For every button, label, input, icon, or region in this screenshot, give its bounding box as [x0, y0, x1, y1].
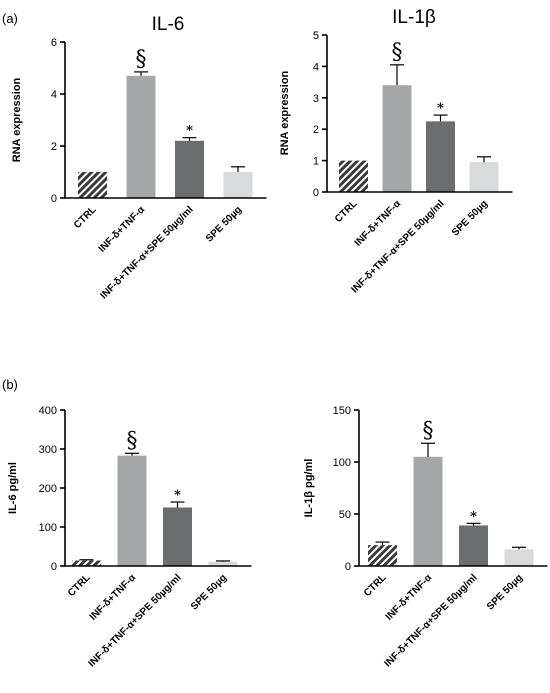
x-category-label: CTRL: [333, 198, 360, 225]
error-bar-1: [375, 541, 390, 546]
x-category-label: CTRL: [362, 572, 389, 599]
error-bar-3: [170, 501, 185, 508]
bar-4: [208, 561, 238, 566]
y-tick-label: 150: [333, 405, 351, 417]
y-axis-label: RNA expression: [11, 77, 23, 162]
significance-section-mark: §: [423, 418, 434, 443]
error-bar-4: [231, 166, 245, 172]
error-bar-2: [421, 442, 435, 457]
bar-1: [339, 160, 368, 192]
significance-section-mark: §: [136, 47, 147, 72]
x-category-label: INF-δ+TNF-α+SPE 50µg/ml: [383, 572, 480, 669]
significance-section-mark: §: [127, 428, 138, 453]
bar-4: [469, 162, 499, 192]
panel-label-b: (b): [2, 377, 18, 392]
error-bar-4: [216, 560, 230, 562]
bar-4: [504, 549, 534, 566]
x-category-label: INF-δ+TNF-α: [97, 204, 148, 255]
y-tick-label: 1: [313, 156, 319, 168]
bar-2: [126, 75, 156, 198]
bar-1: [72, 560, 101, 566]
chart-il6-rna: IL-6 RNA expression § * 0 2 4 6 CTRLINF-δ+TNF-αI…: [11, 14, 267, 301]
significance-asterisk: *: [186, 124, 193, 139]
x-category-label: SPE 50µg: [485, 572, 525, 612]
y-tick-label: 100: [333, 457, 351, 469]
error-bar-4: [477, 156, 491, 163]
error-bar-1: [79, 559, 94, 561]
y-tick-label: 2: [313, 124, 319, 136]
y-tick-label: 100: [39, 522, 57, 534]
bar-3: [163, 507, 192, 566]
y-tick-label: 0: [51, 193, 57, 205]
x-category-label: INF-δ+TNF-α: [88, 572, 139, 623]
y-tick-label: 300: [39, 444, 57, 456]
x-category-label: INF-δ+TNF-α+SPE 50µg/ml: [87, 572, 184, 669]
significance-asterisk: *: [437, 101, 444, 116]
error-bar-3: [466, 522, 481, 526]
chart-title: IL-6: [152, 14, 185, 35]
y-tick-label: 0: [51, 561, 57, 573]
y-axis-label: IL-1β pg/ml: [303, 459, 315, 518]
bar-2: [117, 455, 147, 566]
chart-title: IL-1β: [392, 7, 436, 28]
bar-4: [223, 172, 253, 198]
significance-asterisk: *: [470, 509, 477, 524]
chart-il6-protein: IL-6 pg/ml § * 0 100 200 300 400 CTRLINF-δ+TNF-α…: [7, 405, 252, 669]
x-category-label: INF-δ+TNF-α+SPE 50µg/ml: [350, 198, 447, 295]
y-axis-label: RNA expression: [279, 70, 291, 155]
error-bar-3: [182, 137, 197, 141]
chart-il1b-rna: IL-1β RNA expression § * 0 1 2 3 4 5 CTRLINF-δ+TNF…: [279, 7, 513, 295]
error-bar-2: [134, 71, 148, 76]
significance-asterisk: *: [174, 488, 181, 503]
y-tick-label: 4: [51, 89, 57, 101]
x-category-label: SPE 50µg: [189, 572, 229, 612]
chart-il1b-protein: IL-1β pg/ml § * 0 50 100 150 CTRLINF-δ+TNF-αINF…: [303, 405, 548, 669]
x-category-label: INF-δ+TNF-α+SPE 50µg/ml: [99, 204, 196, 301]
y-tick-label: 5: [313, 30, 319, 42]
x-category-label: SPE 50µg: [450, 198, 490, 238]
y-tick-label: 0: [345, 561, 351, 573]
error-bar-2: [390, 64, 404, 86]
significance-section-mark: §: [392, 40, 403, 65]
y-tick-label: 6: [51, 37, 57, 49]
y-tick-label: 50: [339, 509, 351, 521]
y-tick-label: 200: [39, 483, 57, 495]
bar-3: [175, 140, 204, 198]
error-bar-2: [125, 452, 139, 456]
bar-3: [459, 525, 488, 566]
x-category-label: CTRL: [66, 572, 93, 599]
bar-2: [413, 456, 443, 566]
error-bar-4: [512, 546, 526, 550]
x-category-label: CTRL: [72, 204, 99, 231]
bar-3: [426, 121, 455, 192]
y-tick-label: 2: [51, 141, 57, 153]
y-tick-label: 0: [313, 187, 319, 199]
y-tick-label: 4: [313, 61, 319, 73]
error-bar-3: [433, 114, 448, 122]
y-tick-label: 400: [39, 405, 57, 417]
y-tick-label: 3: [313, 93, 319, 105]
y-axis-label: IL-6 pg/ml: [7, 462, 19, 514]
x-category-label: SPE 50µg: [204, 204, 244, 244]
x-category-label: INF-δ+TNF-α: [384, 572, 435, 623]
panel-label-a: (a): [2, 11, 18, 26]
bar-1: [368, 545, 397, 566]
bar-2: [382, 85, 412, 192]
bar-1: [78, 172, 107, 198]
